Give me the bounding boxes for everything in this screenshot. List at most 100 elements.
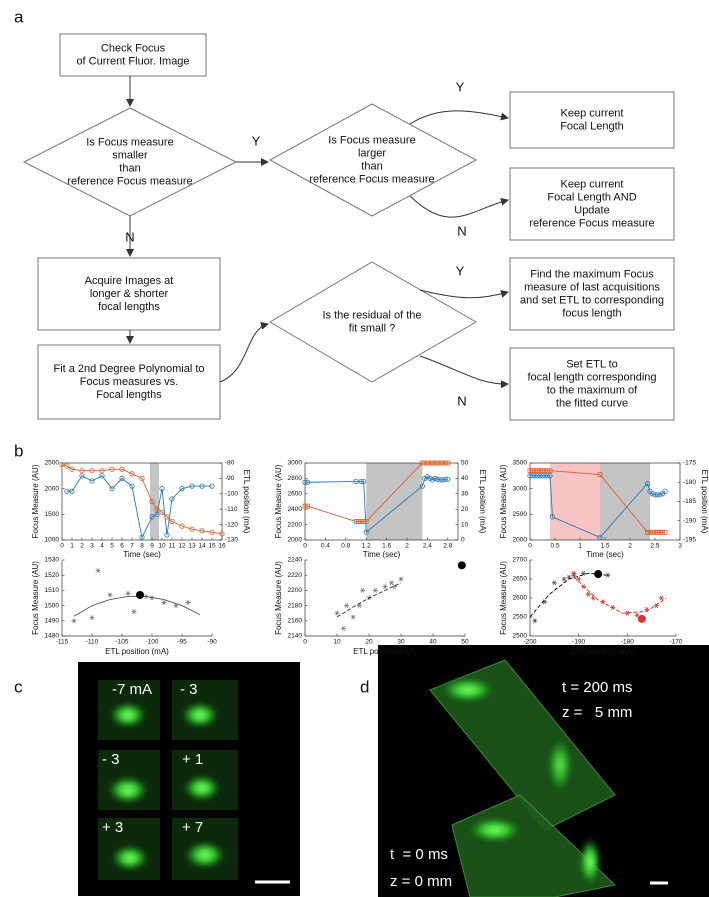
- point: [335, 611, 340, 615]
- y-axis-label: Focus Measure (AU): [274, 464, 283, 538]
- y-tick-label: 3500: [513, 460, 528, 467]
- x-tick-label: 0: [60, 543, 64, 550]
- x-tick-label: 1: [578, 543, 582, 550]
- y2-tick-label: 0: [461, 537, 465, 544]
- x-tick-label: 3: [90, 543, 94, 550]
- image-panel-d: t = 200 ms z = 5 mm t = 0 ms z = 0 mm: [378, 645, 709, 897]
- point: [389, 581, 394, 585]
- node-label: larger: [358, 147, 386, 159]
- x-tick-label: 30: [397, 639, 405, 646]
- fluorescence: [106, 775, 150, 805]
- y-tick-label: 2200: [288, 521, 303, 528]
- x-tick-label: 16: [218, 543, 226, 550]
- node-label: reference Focus measure: [67, 175, 192, 187]
- arrow: [220, 324, 268, 382]
- fluorescence: [578, 836, 602, 888]
- panel-label: b: [14, 441, 23, 460]
- x-tick-label: -190: [572, 639, 585, 646]
- x-tick-label: 2: [628, 543, 632, 550]
- node-label: focal length corresponding: [527, 371, 656, 383]
- x-tick-label: -180: [621, 639, 634, 646]
- image-label: z = 5 mm: [562, 704, 632, 721]
- shaded-band: [550, 463, 600, 540]
- y2-tick-label: -100: [225, 491, 238, 498]
- point: [458, 561, 466, 569]
- x-axis-label: ETL position (mA): [105, 647, 169, 656]
- y2-tick-label: -175: [683, 460, 696, 467]
- node-label: Focus measures vs.: [80, 376, 178, 388]
- image-label: + 3: [102, 819, 123, 836]
- x-tick-label: 40: [429, 639, 437, 646]
- x-tick-label: 11: [169, 543, 176, 550]
- y-tick-label: 2400: [288, 506, 303, 513]
- y-tick-label: 1000: [45, 537, 60, 544]
- x-tick-label: 5: [110, 543, 114, 550]
- x-tick-label: 0.8: [341, 543, 350, 550]
- y2-tick-label: -190: [683, 517, 696, 524]
- y2-tick-label: 20: [461, 506, 469, 513]
- panel-label: c: [14, 677, 23, 696]
- node-label: to the maximum of: [547, 384, 638, 396]
- y-tick-label: 2240: [288, 557, 303, 564]
- node-label: smaller: [112, 149, 148, 161]
- image-panel-c: -7 mA - 3 - 3 + 1 + 3 + 7: [78, 662, 300, 896]
- point: [341, 626, 346, 630]
- y-tick-label: 2000: [513, 537, 528, 544]
- x-axis-label: ETL position (mA): [571, 647, 635, 656]
- arrow: [410, 111, 508, 124]
- point: [373, 588, 378, 592]
- series-line: [337, 583, 401, 617]
- x-tick-label: 2.4: [423, 543, 432, 550]
- y2-tick-label: -195: [683, 537, 696, 544]
- y2-axis-label: ETL position (mA): [478, 470, 487, 534]
- x-tick-label: 20: [365, 639, 373, 646]
- y2-tick-label: 50: [461, 460, 469, 467]
- fluorescence: [182, 774, 222, 802]
- point: [638, 615, 646, 623]
- y-tick-label: 2700: [513, 557, 528, 564]
- x-tick-label: -95: [177, 639, 187, 646]
- edge-label: N: [125, 229, 134, 244]
- point: [90, 616, 95, 620]
- x-tick-label: -100: [145, 639, 158, 646]
- y-tick-label: 2600: [513, 595, 528, 602]
- y2-tick-label: 30: [461, 491, 469, 498]
- x-tick-label: 14: [198, 543, 206, 550]
- y2-tick-label: -120: [225, 521, 238, 528]
- point: [351, 615, 356, 619]
- node-label: Is Focus measure: [86, 136, 173, 148]
- node-label: reference Focus measure: [309, 173, 434, 185]
- point: [625, 611, 630, 615]
- point: [126, 591, 131, 595]
- x-tick-label: 12: [178, 543, 186, 550]
- point: [591, 596, 596, 600]
- point: [108, 593, 113, 597]
- fluorescence: [180, 701, 220, 729]
- y-axis-label: Focus Measure (AU): [499, 464, 508, 538]
- y-tick-label: 3000: [513, 485, 528, 492]
- node-label: Is Focus measure: [328, 134, 415, 146]
- y2-tick-label: -90: [225, 475, 235, 482]
- chart: -200-190-180-17025002550260026502700ETL …: [499, 557, 683, 656]
- y-axis-label: Focus Measure (AU): [499, 561, 508, 635]
- image-label: t = 0 ms: [390, 846, 448, 863]
- node-label: Focal lengths: [96, 389, 162, 401]
- point: [576, 577, 581, 581]
- point: [594, 570, 602, 578]
- image-label: -7 mA: [112, 681, 152, 698]
- y2-tick-label: -130: [225, 537, 238, 544]
- point: [344, 603, 349, 607]
- y2-tick-label: -80: [225, 460, 235, 467]
- y-tick-label: 1480: [45, 633, 60, 640]
- x-tick-label: 13: [188, 543, 196, 550]
- y-tick-label: 2160: [288, 618, 303, 625]
- y-tick-label: 2220: [288, 572, 303, 579]
- x-tick-label: 0: [303, 543, 307, 550]
- image-label: + 7: [182, 819, 203, 836]
- node-label: Fit a 2nd Degree Polynomial to: [53, 363, 204, 375]
- point: [136, 591, 144, 599]
- node-label: Update: [574, 204, 609, 216]
- x-tick-label: 10: [333, 639, 341, 646]
- node-label: Is the residual of the: [322, 309, 421, 321]
